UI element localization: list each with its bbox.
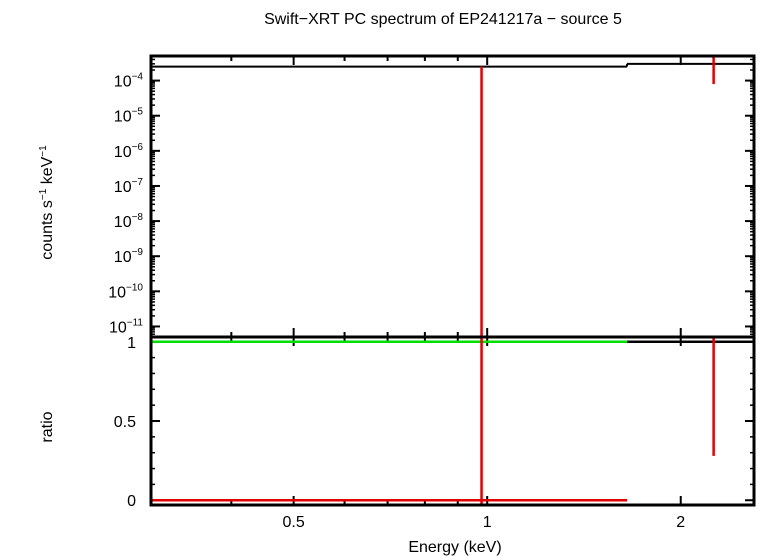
ylabel-mid: keV xyxy=(39,156,56,188)
y-tick-label: 10−4 xyxy=(114,72,144,91)
y-tick-label-exponent: −5 xyxy=(132,107,144,118)
x-tick-label: 2 xyxy=(676,514,685,531)
y-tick-label-base: 10 xyxy=(114,74,132,91)
spectrum-series xyxy=(151,56,754,337)
y-tick-label-exponent: −9 xyxy=(132,247,144,258)
ylabel-exp-1: −1 xyxy=(38,188,49,200)
x-tick-label: 1 xyxy=(483,514,492,531)
y-tick-label: 0 xyxy=(127,493,136,510)
spectrum-tick-marks xyxy=(150,55,754,337)
y-tick-label-exponent: −4 xyxy=(132,72,144,83)
chart-title: Swift−XRT PC spectrum of EP241217a − sou… xyxy=(264,11,622,28)
y-tick-label: 10−8 xyxy=(114,212,144,231)
y-tick-label-exponent: −8 xyxy=(132,212,144,223)
y-tick-label: 10−7 xyxy=(114,177,144,196)
y-tick-label-base: 10 xyxy=(114,179,132,196)
ylabel-exp-2: −1 xyxy=(38,145,49,157)
y-tick-label: 10−10 xyxy=(108,282,143,301)
y-tick-label-exponent: −6 xyxy=(132,142,144,153)
y-tick-label-exponent: −7 xyxy=(132,177,144,188)
y-tick-label-exponent: −10 xyxy=(126,282,143,293)
x-tick-labels: 0.5 1 2 xyxy=(283,514,686,531)
ratio-y-tick-labels: 00.51 xyxy=(114,335,136,510)
y-tick-label-base: 10 xyxy=(108,284,126,301)
ratio-y-axis-label: ratio xyxy=(39,411,56,442)
y-tick-label-exponent: −11 xyxy=(127,317,144,328)
ratio-series xyxy=(151,337,754,505)
x-axis-label: Energy (keV) xyxy=(408,539,501,556)
y-tick-label-base: 10 xyxy=(114,249,132,266)
x-tick-label: 0.5 xyxy=(283,514,305,531)
y-tick-label-base: 10 xyxy=(114,214,132,231)
ylabel-base: counts s xyxy=(39,200,56,260)
ratio-tick-marks xyxy=(150,337,754,505)
y-tick-label: 0.5 xyxy=(114,414,136,431)
ratio-frame xyxy=(149,335,756,507)
y-tick-label: 10−5 xyxy=(114,107,144,126)
y-tick-label: 10−9 xyxy=(114,247,144,266)
y-tick-label-base: 10 xyxy=(114,144,132,161)
y-tick-label: 10−11 xyxy=(109,317,143,336)
y-tick-label: 1 xyxy=(127,335,136,352)
y-tick-label-base: 10 xyxy=(114,109,132,126)
y-tick-label-base: 10 xyxy=(109,319,127,336)
spectrum-y-axis-label: counts s−1 keV−1 xyxy=(38,145,56,260)
spectrum-frame xyxy=(149,54,756,339)
y-tick-label: 10−6 xyxy=(114,142,144,161)
ratio-panel: 00.51 ratio xyxy=(39,335,756,510)
